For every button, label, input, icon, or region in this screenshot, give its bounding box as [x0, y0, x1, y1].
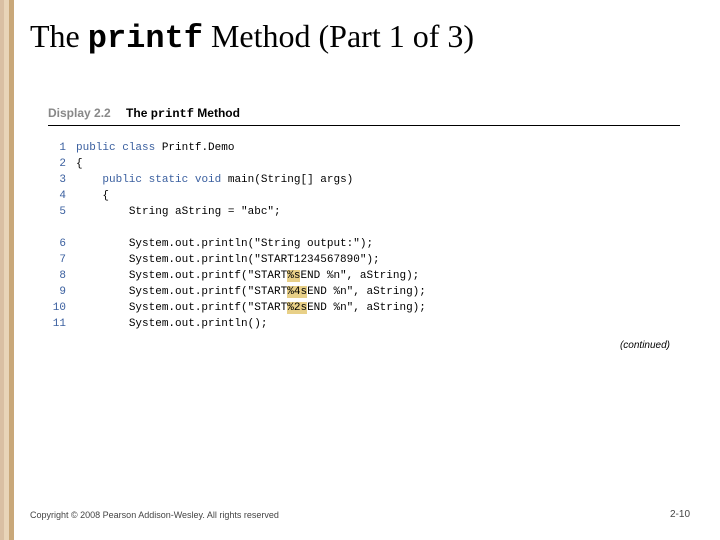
- code-line: 9 System.out.printf("START%4sEND %n", aS…: [48, 284, 426, 300]
- line-number: 7: [48, 252, 76, 268]
- line-number: 5: [48, 204, 76, 220]
- code-listing: 1public class Printf.Demo2{3 public stat…: [48, 140, 426, 332]
- slide-title: The printf Method (Part 1 of 3): [30, 18, 474, 57]
- code-content: String aString = "abc";: [76, 204, 281, 220]
- code-line: 1public class Printf.Demo: [48, 140, 426, 156]
- code-line: 10 System.out.printf("START%2sEND %n", a…: [48, 300, 426, 316]
- title-post: Method (Part 1 of 3): [203, 18, 474, 54]
- code-content: public static void main(String[] args): [76, 172, 353, 188]
- title-pre: The: [30, 18, 88, 54]
- code-content: System.out.printf("START%2sEND %n", aStr…: [76, 300, 426, 316]
- page-number: 2-10: [670, 509, 690, 520]
- line-number: 8: [48, 268, 76, 284]
- code-content: public class Printf.Demo: [76, 140, 234, 156]
- line-number: 3: [48, 172, 76, 188]
- code-line: 4 {: [48, 188, 426, 204]
- line-number: 10: [48, 300, 76, 316]
- code-content: System.out.println("String output:");: [76, 236, 373, 252]
- display-title: The printf Method: [126, 106, 240, 120]
- code-content: {: [76, 188, 109, 204]
- title-code: printf: [88, 20, 203, 57]
- code-line: 11 System.out.println();: [48, 316, 426, 332]
- line-number: 9: [48, 284, 76, 300]
- line-number: 6: [48, 236, 76, 252]
- code-line: 2{: [48, 156, 426, 172]
- line-number: 1: [48, 140, 76, 156]
- code-content: System.out.printf("START%sEND %n", aStri…: [76, 268, 419, 284]
- display-label: Display 2.2: [48, 106, 111, 120]
- code-line: [48, 220, 426, 236]
- line-number: 4: [48, 188, 76, 204]
- code-content: System.out.println("START1234567890");: [76, 252, 380, 268]
- code-content: {: [76, 156, 83, 172]
- line-number: 11: [48, 316, 76, 332]
- continued-label: (continued): [620, 340, 670, 351]
- code-line: 6 System.out.println("String output:");: [48, 236, 426, 252]
- code-content: System.out.printf("START%4sEND %n", aStr…: [76, 284, 426, 300]
- left-accent-stripe: [0, 0, 14, 540]
- code-line: 7 System.out.println("START1234567890");: [48, 252, 426, 268]
- copyright-text: Copyright © 2008 Pearson Addison-Wesley.…: [30, 510, 279, 520]
- stripe-segment: [9, 0, 14, 540]
- code-content: System.out.println();: [76, 316, 267, 332]
- code-line: 5 String aString = "abc";: [48, 204, 426, 220]
- code-line: 3 public static void main(String[] args): [48, 172, 426, 188]
- line-number: 2: [48, 156, 76, 172]
- code-line: 8 System.out.printf("START%sEND %n", aSt…: [48, 268, 426, 284]
- display-header: Display 2.2 The printf Method: [48, 106, 680, 126]
